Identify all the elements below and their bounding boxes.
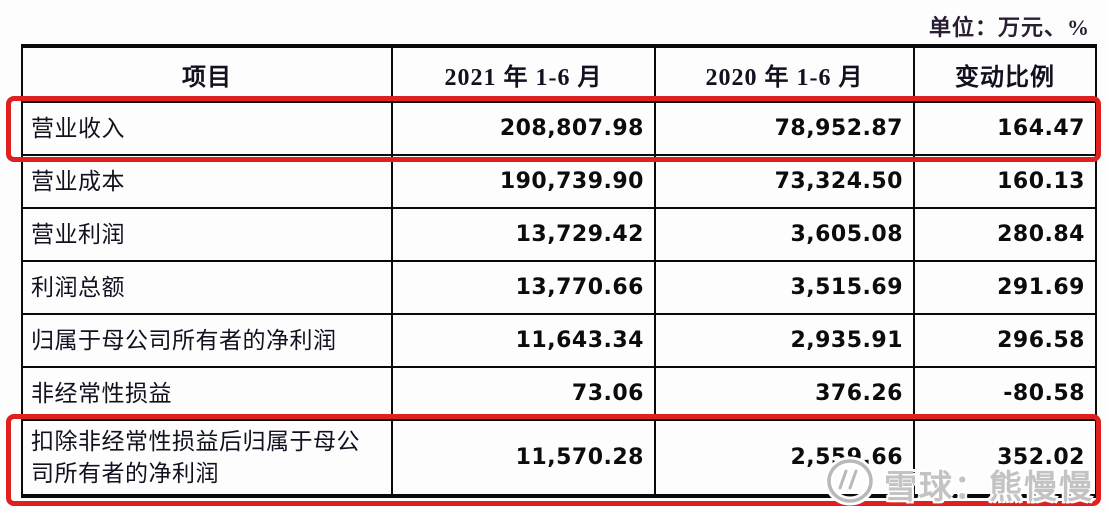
header-2020: 2020 年 1-6 月 — [654, 45, 915, 103]
value-2021: 11,570.28 — [391, 419, 656, 497]
value-2020: 3,515.69 — [654, 260, 915, 315]
value-change: 280.84 — [913, 207, 1097, 262]
table-row-non-recurring: 非经常性损益 73.06 376.26 -80.58 — [21, 366, 1097, 421]
table-row-operating-revenue: 营业收入 208,807.98 78,952.87 164.47 — [21, 101, 1097, 156]
header-change: 变动比例 — [913, 45, 1097, 103]
row-label: 非经常性损益 — [21, 366, 393, 421]
value-2020: 3,605.08 — [654, 207, 915, 262]
value-2021: 208,807.98 — [391, 101, 656, 156]
value-2021: 13,729.42 — [391, 207, 656, 262]
header-item: 项目 — [21, 45, 393, 103]
table-row-operating-cost: 营业成本 190,739.90 73,324.50 160.13 — [21, 154, 1097, 209]
value-2021: 13,770.66 — [391, 260, 656, 315]
row-label: 归属于母公司所有者的净利润 — [21, 313, 393, 368]
xueqiu-snowball-icon — [824, 456, 876, 511]
value-2020: 78,952.87 — [654, 101, 915, 156]
value-2020: 376.26 — [654, 366, 915, 421]
value-change: 352.02 — [913, 419, 1097, 497]
row-label: 营业成本 — [21, 154, 393, 209]
value-2021: 190,739.90 — [391, 154, 656, 209]
row-label: 营业收入 — [21, 101, 393, 156]
value-2020: 73,324.50 — [654, 154, 915, 209]
watermark: 雪球：熊慢慢 — [824, 456, 1094, 511]
header-2021: 2021 年 1-6 月 — [391, 45, 656, 103]
value-change: 164.47 — [913, 101, 1097, 156]
table-header-row: 项目 2021 年 1-6 月 2020 年 1-6 月 变动比例 — [21, 45, 1097, 103]
value-2020: 2,935.91 — [654, 313, 915, 368]
value-change: 291.69 — [913, 260, 1097, 315]
value-2021: 73.06 — [391, 366, 656, 421]
row-label: 营业利润 — [21, 207, 393, 262]
table-row-total-profit: 利润总额 13,770.66 3,515.69 291.69 — [21, 260, 1097, 315]
financial-comparison-table: 项目 2021 年 1-6 月 2020 年 1-6 月 变动比例 营业收入 2… — [21, 44, 1097, 498]
table-row-net-profit-parent: 归属于母公司所有者的净利润 11,643.34 2,935.91 296.58 — [21, 313, 1097, 368]
row-label: 利润总额 — [21, 260, 393, 315]
value-change: 296.58 — [913, 313, 1097, 368]
value-change: -80.58 — [913, 366, 1097, 421]
table-row-operating-profit: 营业利润 13,729.42 3,605.08 280.84 — [21, 207, 1097, 262]
value-change: 160.13 — [913, 154, 1097, 209]
value-2021: 11,643.34 — [391, 313, 656, 368]
unit-label: 单位：万元、% — [928, 15, 1090, 40]
row-label: 扣除非经常性损益后归属于母公司所有者的净利润 — [21, 419, 393, 497]
watermark-text: 雪球：熊慢慢 — [884, 467, 1094, 505]
